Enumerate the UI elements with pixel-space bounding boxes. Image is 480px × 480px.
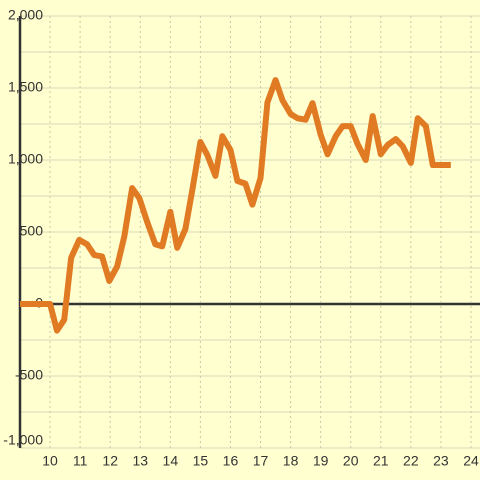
y-tick-label: -1,000 — [3, 432, 43, 448]
y-tick-label: -500 — [15, 367, 43, 383]
y-tick-label: 1,000 — [8, 151, 43, 167]
x-tick-label: 21 — [373, 453, 389, 469]
x-tick-label: 19 — [313, 453, 329, 469]
x-tick-label: 24 — [463, 453, 479, 469]
x-tick-label: 16 — [223, 453, 239, 469]
y-tick-label: 1,500 — [8, 79, 43, 95]
x-tick-label: 23 — [433, 453, 449, 469]
x-tick-label: 12 — [102, 453, 118, 469]
x-tick-label: 13 — [132, 453, 148, 469]
y-tick-label: 2,000 — [8, 7, 43, 23]
y-tick-label: 500 — [20, 223, 44, 239]
line-series — [20, 77, 451, 334]
x-tick-label: 17 — [253, 453, 269, 469]
x-tick-label: 20 — [343, 453, 359, 469]
x-tick-label: 14 — [163, 453, 179, 469]
x-tick-label: 22 — [403, 453, 419, 469]
x-tick-label: 11 — [73, 453, 88, 469]
x-tick-label: 18 — [283, 453, 299, 469]
x-tick-label: 15 — [193, 453, 209, 469]
x-tick-label: 10 — [42, 453, 58, 469]
